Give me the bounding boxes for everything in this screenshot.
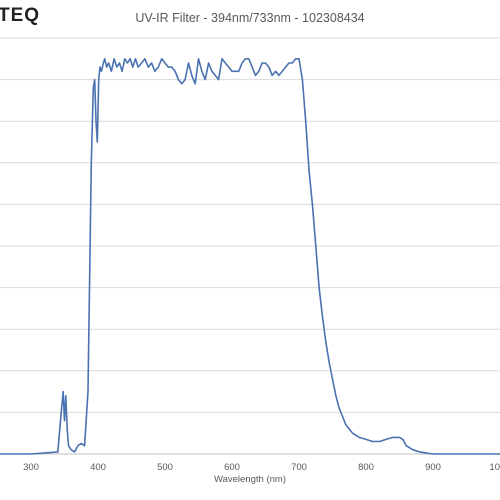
x-tick-label: 800 — [358, 462, 374, 473]
x-axis-label: Wavelength (nm) — [214, 474, 286, 485]
x-tick-label: 300 — [23, 462, 39, 473]
x-tick-label: 600 — [224, 462, 240, 473]
x-tick-label: 900 — [425, 462, 441, 473]
gridlines — [0, 37, 500, 455]
x-tick-label: 400 — [90, 462, 106, 473]
x-tick-labels: 300 400 500 600 700 800 900 1000 — [23, 462, 500, 473]
x-tick-label: 1000 — [489, 462, 500, 473]
company-logo: TEQ — [0, 5, 41, 26]
series-line — [0, 58, 500, 455]
chart-title: UV-IR Filter - 394nm/733nm - 102308434 — [135, 11, 365, 25]
x-tick-label: 500 — [157, 462, 173, 473]
x-tick-label: 700 — [291, 462, 307, 473]
